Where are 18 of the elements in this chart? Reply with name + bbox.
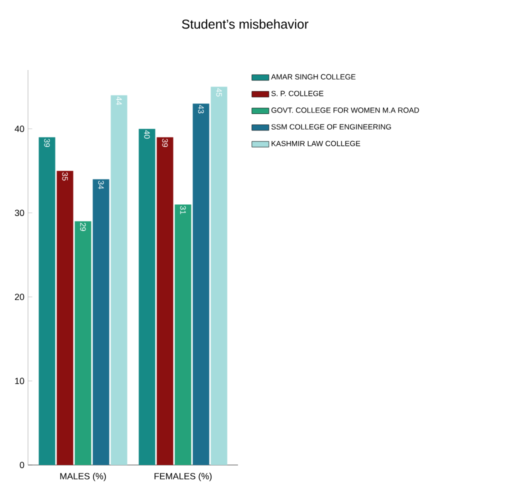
y-tick-label: 20 — [14, 294, 24, 300]
bar — [74, 221, 92, 465]
y-tick-label: 40 — [14, 126, 24, 132]
bar — [156, 137, 174, 465]
y-tick-label: 0 — [20, 462, 24, 468]
bar — [192, 104, 210, 465]
bar — [38, 137, 56, 465]
bar — [56, 170, 74, 465]
bar — [92, 179, 110, 465]
chart-title: Student’s misbehavior — [182, 19, 308, 29]
x-tick-label: FEMALES (%) — [154, 472, 212, 482]
y-tick-label: 30 — [14, 210, 24, 216]
bar — [174, 204, 192, 465]
bar — [110, 95, 128, 465]
bar — [210, 86, 228, 465]
x-tick-label: MALES (%) — [60, 472, 106, 482]
bar — [138, 128, 156, 465]
y-tick-label: 10 — [15, 378, 24, 384]
